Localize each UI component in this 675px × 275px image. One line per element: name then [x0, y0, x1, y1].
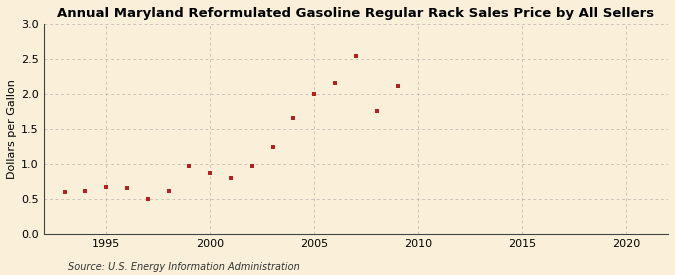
Point — [350, 54, 361, 58]
Title: Annual Maryland Reformulated Gasoline Regular Rack Sales Price by All Sellers: Annual Maryland Reformulated Gasoline Re… — [57, 7, 655, 20]
Point — [309, 92, 320, 96]
Point — [184, 164, 195, 168]
Point — [80, 189, 90, 193]
Point — [142, 197, 153, 201]
Point — [101, 185, 111, 189]
Text: Source: U.S. Energy Information Administration: Source: U.S. Energy Information Administ… — [68, 262, 299, 272]
Point — [392, 83, 403, 88]
Point — [329, 81, 340, 86]
Point — [122, 186, 132, 191]
Point — [246, 164, 257, 168]
Point — [371, 109, 382, 114]
Point — [267, 145, 278, 149]
Point — [205, 171, 215, 175]
Point — [163, 189, 174, 193]
Y-axis label: Dollars per Gallon: Dollars per Gallon — [7, 79, 17, 179]
Point — [225, 176, 236, 180]
Point — [288, 116, 299, 120]
Point — [59, 190, 70, 194]
